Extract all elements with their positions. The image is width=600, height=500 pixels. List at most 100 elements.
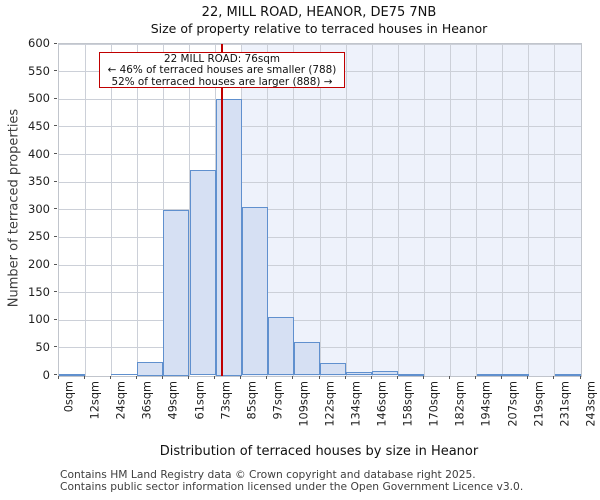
- x-tick-label: 243sqm: [584, 380, 598, 427]
- x-tick-mark: [449, 375, 450, 379]
- vertical-gridline: [476, 44, 478, 376]
- x-tick-label: 97sqm: [271, 380, 285, 419]
- vertical-gridline: [502, 44, 504, 376]
- x-tick-mark: [318, 375, 320, 379]
- x-tick-label: 0sqm: [62, 380, 76, 412]
- vertical-gridline: [110, 44, 112, 376]
- histogram-bar: [215, 99, 242, 376]
- y-tick-label: 300: [28, 201, 50, 216]
- x-tick-label: 219sqm: [532, 380, 546, 427]
- x-tick-mark: [527, 375, 529, 379]
- x-tick-mark: [57, 375, 59, 379]
- x-tick-mark: [188, 375, 189, 379]
- attribution-footer: Contains HM Land Registry data © Crown c…: [60, 469, 523, 492]
- y-tick-label: 550: [28, 63, 50, 78]
- histogram-bar: [267, 317, 294, 376]
- x-tick-label: 36sqm: [140, 380, 154, 419]
- x-tick-label: 170sqm: [427, 380, 441, 427]
- x-tick-mark: [240, 375, 242, 379]
- annotation-box: 22 MILL ROAD: 76sqm ← 46% of terraced ho…: [99, 52, 345, 88]
- histogram-bar: [189, 169, 216, 376]
- footer-line-1: Contains HM Land Registry data © Crown c…: [60, 468, 476, 481]
- histogram-bar: [163, 209, 190, 376]
- x-tick-mark: [161, 375, 163, 379]
- y-tick-label: 600: [28, 36, 50, 50]
- x-tick-label: 109sqm: [297, 380, 311, 427]
- x-tick-label: 12sqm: [88, 380, 102, 419]
- x-tick-label: 207sqm: [506, 380, 520, 427]
- y-tick-label: 400: [28, 146, 50, 161]
- x-tick-mark: [266, 375, 268, 379]
- x-tick-mark: [422, 375, 424, 379]
- y-tick-mark: [53, 235, 57, 237]
- vertical-gridline: [345, 44, 347, 376]
- x-tick-mark: [214, 375, 216, 379]
- y-tick-mark: [53, 153, 57, 154]
- y-tick-label: 250: [28, 229, 50, 244]
- x-tick-mark: [370, 375, 372, 379]
- histogram-bar: [476, 374, 503, 376]
- vertical-gridline: [397, 44, 399, 376]
- vertical-gridline: [554, 44, 556, 376]
- histogram-bar: [59, 374, 86, 376]
- vertical-gridline: [371, 44, 373, 376]
- histogram-bar: [346, 372, 373, 376]
- y-tick-label: 200: [28, 257, 50, 271]
- annotation-smaller-line: ← 46% of terraced houses are smaller (78…: [107, 64, 337, 77]
- annotation-property-line: 22 MILL ROAD: 76sqm: [164, 53, 280, 65]
- x-tick-mark: [83, 375, 85, 379]
- vertical-gridline: [267, 44, 269, 376]
- x-tick-label: 73sqm: [219, 380, 233, 419]
- chart-title: 22, MILL ROAD, HEANOR, DE75 7NB: [201, 5, 437, 20]
- chart-subtitle: Size of property relative to terraced ho…: [150, 21, 488, 36]
- vertical-gridline: [319, 44, 321, 376]
- y-tick-mark: [53, 263, 57, 265]
- y-tick-mark: [53, 42, 57, 44]
- histogram-bar: [372, 371, 399, 376]
- y-tick-label: 0: [42, 367, 50, 382]
- x-tick-mark: [396, 375, 398, 379]
- footer-line-2: Contains public sector information licen…: [60, 479, 524, 493]
- x-tick-label: 24sqm: [114, 380, 128, 419]
- x-tick-mark: [292, 375, 294, 379]
- chart-title-block: 22, MILL ROAD, HEANOR, DE75 7NB Size of …: [58, 4, 580, 37]
- x-tick-mark: [135, 375, 137, 379]
- y-tick-mark: [53, 70, 57, 72]
- x-tick-label: 194sqm: [480, 380, 494, 427]
- x-tick-mark: [553, 375, 555, 379]
- y-tick-label: 450: [28, 118, 50, 133]
- histogram-bar: [293, 342, 320, 376]
- histogram-bar: [241, 206, 268, 376]
- histogram-bar: [137, 361, 164, 376]
- vertical-gridline: [84, 44, 86, 376]
- plot-area: [58, 43, 582, 377]
- vertical-gridline: [136, 44, 138, 376]
- annotation-larger-line: 52% of terraced houses are larger (888) …: [111, 75, 333, 88]
- vertical-gridline: [423, 44, 425, 376]
- histogram-bar: [554, 374, 581, 376]
- y-tick-label: 350: [28, 174, 50, 189]
- histogram-bar: [398, 374, 425, 376]
- y-tick-label: 150: [28, 284, 50, 299]
- vertical-gridline: [450, 44, 451, 376]
- x-tick-mark: [501, 375, 503, 379]
- x-tick-label: 85sqm: [245, 380, 259, 419]
- y-tick-mark: [53, 291, 57, 293]
- vertical-gridline: [528, 44, 530, 376]
- vertical-gridline: [293, 44, 295, 376]
- property-size-marker-line: [221, 44, 223, 376]
- x-tick-label: 49sqm: [166, 380, 180, 419]
- y-tick-mark: [53, 97, 57, 99]
- y-tick-mark: [53, 346, 57, 348]
- x-tick-label: 158sqm: [401, 380, 415, 427]
- y-tick-mark: [53, 318, 57, 320]
- histogram-bar: [502, 374, 529, 376]
- x-tick-mark: [344, 375, 346, 379]
- y-tick-mark: [53, 125, 57, 127]
- x-axis-title: Distribution of terraced houses by size …: [159, 444, 479, 459]
- x-tick-label: 146sqm: [375, 380, 389, 427]
- x-tick-mark: [579, 375, 581, 379]
- x-tick-label: 182sqm: [454, 380, 467, 427]
- y-tick-label: 100: [28, 312, 50, 327]
